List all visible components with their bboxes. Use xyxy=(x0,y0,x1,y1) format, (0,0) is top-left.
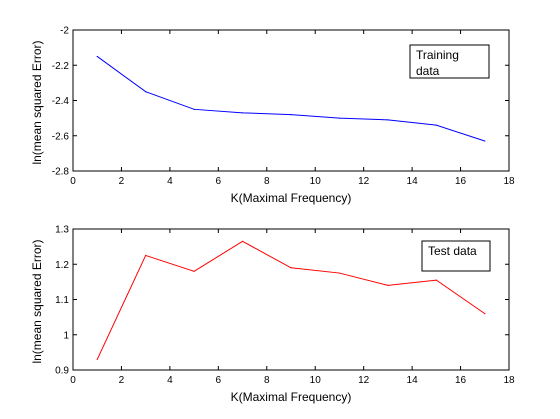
data-point xyxy=(484,313,486,315)
chart-panel-1: 0 2 4 6 8 10 12 14 16 18 -2.8 -2.6 -2.4 -2.2 -2 K(Maxim… xyxy=(30,26,515,206)
x-tick-label: 2 xyxy=(119,176,125,187)
y-axis-label: ln(mean squared Error) xyxy=(30,40,44,164)
y-tick-label: -2.4 xyxy=(52,96,70,107)
legend-box xyxy=(421,240,491,272)
x-tick-label: 2 xyxy=(119,375,125,386)
data-point xyxy=(290,114,292,116)
x-tick-label: 10 xyxy=(310,375,322,386)
x-tick-label: 0 xyxy=(70,176,76,187)
data-point xyxy=(193,270,195,272)
data-point xyxy=(338,272,341,274)
data-point xyxy=(387,284,389,286)
legend-box xyxy=(409,44,490,79)
x-tick-label: 8 xyxy=(264,375,270,386)
x-tick-label: 12 xyxy=(358,375,370,386)
legend-text: Training xyxy=(416,48,459,62)
y-tick-label: -2.8 xyxy=(52,167,70,178)
x-tick-label: 0 xyxy=(70,375,76,386)
x-tick-label: 14 xyxy=(407,375,419,386)
x-tick-label: 6 xyxy=(216,375,222,386)
y-tick-label: 1.1 xyxy=(55,295,69,306)
chart-panel-2: 0 2 4 6 8 10 12 14 16 18 0.9 1 1.1 1.2 1.3 K(Maximal Fr… xyxy=(30,225,515,405)
x-axis-label: K(Maximal Frequency) xyxy=(231,390,352,404)
legend-text: data xyxy=(416,64,440,78)
data-point xyxy=(96,55,98,58)
data-point xyxy=(387,119,389,121)
data-point xyxy=(145,91,147,93)
x-tick-label: 18 xyxy=(503,375,515,386)
y-tick-label: 1 xyxy=(63,330,69,341)
legend-text: Test data xyxy=(428,244,477,258)
x-tick-label: 14 xyxy=(407,176,419,187)
y-tick-label: -2.6 xyxy=(52,131,70,142)
x-tick-label: 18 xyxy=(503,176,515,187)
legend: Test data xyxy=(421,240,491,272)
data-point xyxy=(193,108,195,110)
data-point xyxy=(435,279,437,281)
data-point xyxy=(241,240,244,242)
y-tick-label: -2.2 xyxy=(52,61,70,72)
y-tick-label: -2 xyxy=(60,26,69,37)
data-point xyxy=(96,358,98,361)
x-tick-label: 8 xyxy=(264,176,270,187)
x-tick-label: 12 xyxy=(358,176,370,187)
x-tick-label: 4 xyxy=(167,375,173,386)
legend: Training data xyxy=(409,44,490,79)
y-tick-label: 1.3 xyxy=(55,225,69,236)
y-tick-label: 1.2 xyxy=(55,260,69,271)
x-tick-label: 16 xyxy=(455,176,467,187)
x-axis-label: K(Maximal Frequency) xyxy=(231,191,352,205)
x-tick-label: 16 xyxy=(455,375,467,386)
data-point xyxy=(338,117,341,119)
data-point xyxy=(241,112,244,114)
data-point xyxy=(290,267,292,269)
x-tick-label: 6 xyxy=(216,176,222,187)
y-tick-label: 0.9 xyxy=(55,366,69,377)
y-axis-label: ln(mean squared Error) xyxy=(30,239,44,363)
data-point xyxy=(145,254,147,257)
data-point xyxy=(484,140,486,142)
x-tick-label: 10 xyxy=(310,176,322,187)
data-point xyxy=(435,124,437,126)
x-tick-label: 4 xyxy=(167,176,173,187)
